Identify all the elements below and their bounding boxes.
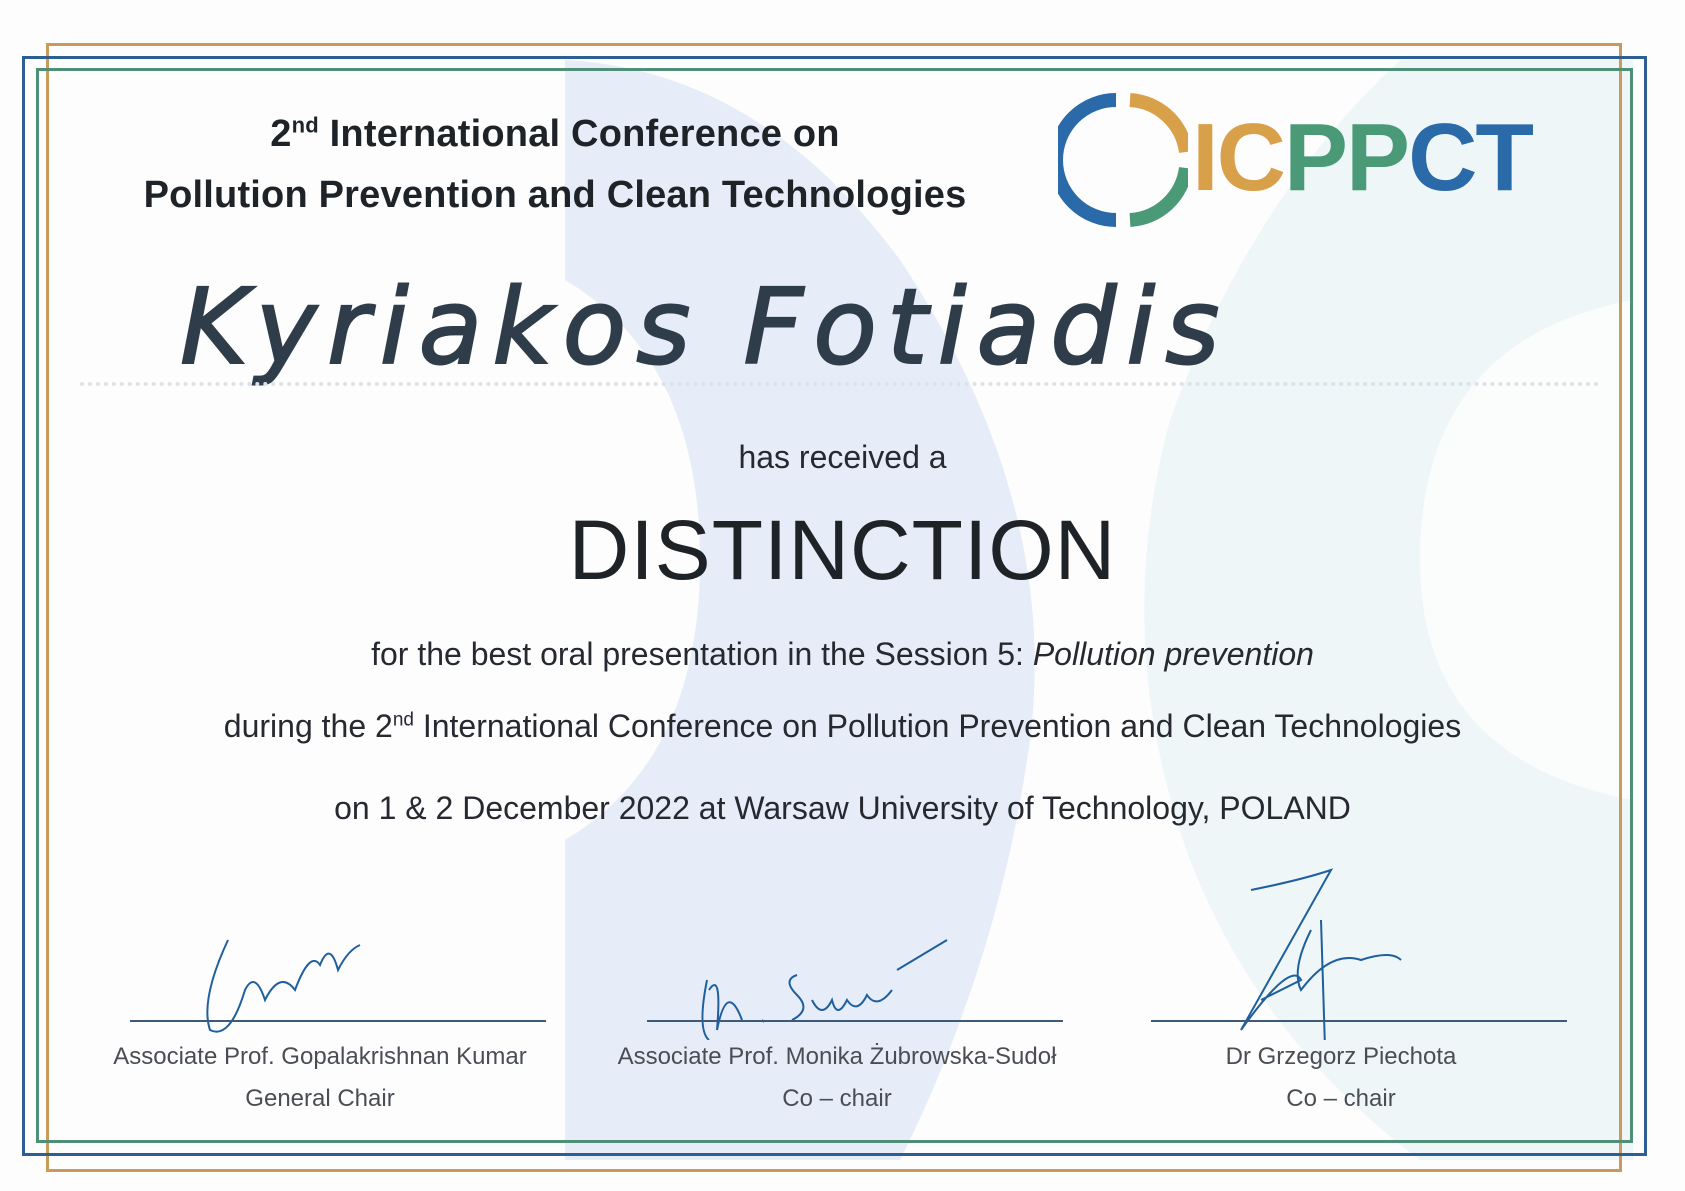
session-name: Pollution prevention — [1032, 636, 1314, 672]
conference-title-line2: Pollution Prevention and Clean Technolog… — [143, 174, 967, 216]
conference-prefix: during the 2 — [223, 708, 393, 744]
logo-text: ICPPCT — [1192, 104, 1534, 211]
ordinal-suffix: nd — [392, 709, 414, 731]
received-text: has received a — [738, 439, 947, 475]
outer-orange-border — [46, 43, 1622, 1172]
title-rest: International Conference on — [318, 113, 840, 155]
recipient-name: Kyriakos Fotiadis — [179, 265, 1230, 389]
signatory-role: General Chair — [245, 1085, 395, 1112]
green-border — [36, 68, 1633, 1143]
signatory-role: Co – chair — [782, 1085, 892, 1112]
signature-zubrowska — [701, 939, 948, 1040]
signatory-name: Associate Prof. Monika Żubrowska-Sudoł — [617, 1043, 1057, 1070]
signature-kumar — [206, 939, 361, 1033]
dotted-divider — [80, 382, 1600, 386]
award-conference: during the 2nd International Conference … — [0, 706, 1685, 746]
logo-ring-icon — [1058, 93, 1188, 227]
signature-line — [647, 1020, 1063, 1022]
conference-rest: International Conference on Pollution Pr… — [413, 708, 1462, 744]
signatory-name: Associate Prof. Gopalakrishnan Kumar — [113, 1043, 527, 1070]
award-date-venue: on 1 & 2 December 2022 at Warsaw Univers… — [334, 790, 1351, 826]
blue-border — [22, 56, 1647, 1156]
award-reason: for the best oral presentation in the Se… — [0, 634, 1685, 674]
signature-piechota — [1240, 868, 1402, 1040]
reason-text: for the best oral presentation in the Se… — [371, 636, 1033, 672]
award-title: DISTINCTION — [568, 503, 1117, 597]
conference-title-line1: 2nd International Conference on — [60, 112, 1050, 156]
ordinal: 2 — [270, 113, 292, 155]
signature-line — [1151, 1020, 1567, 1022]
signatory-role: Co – chair — [1286, 1085, 1396, 1112]
signatory-name: Dr Grzegorz Piechota — [1225, 1043, 1457, 1070]
signature-line — [130, 1020, 546, 1022]
ordinal-suffix: nd — [291, 112, 319, 138]
